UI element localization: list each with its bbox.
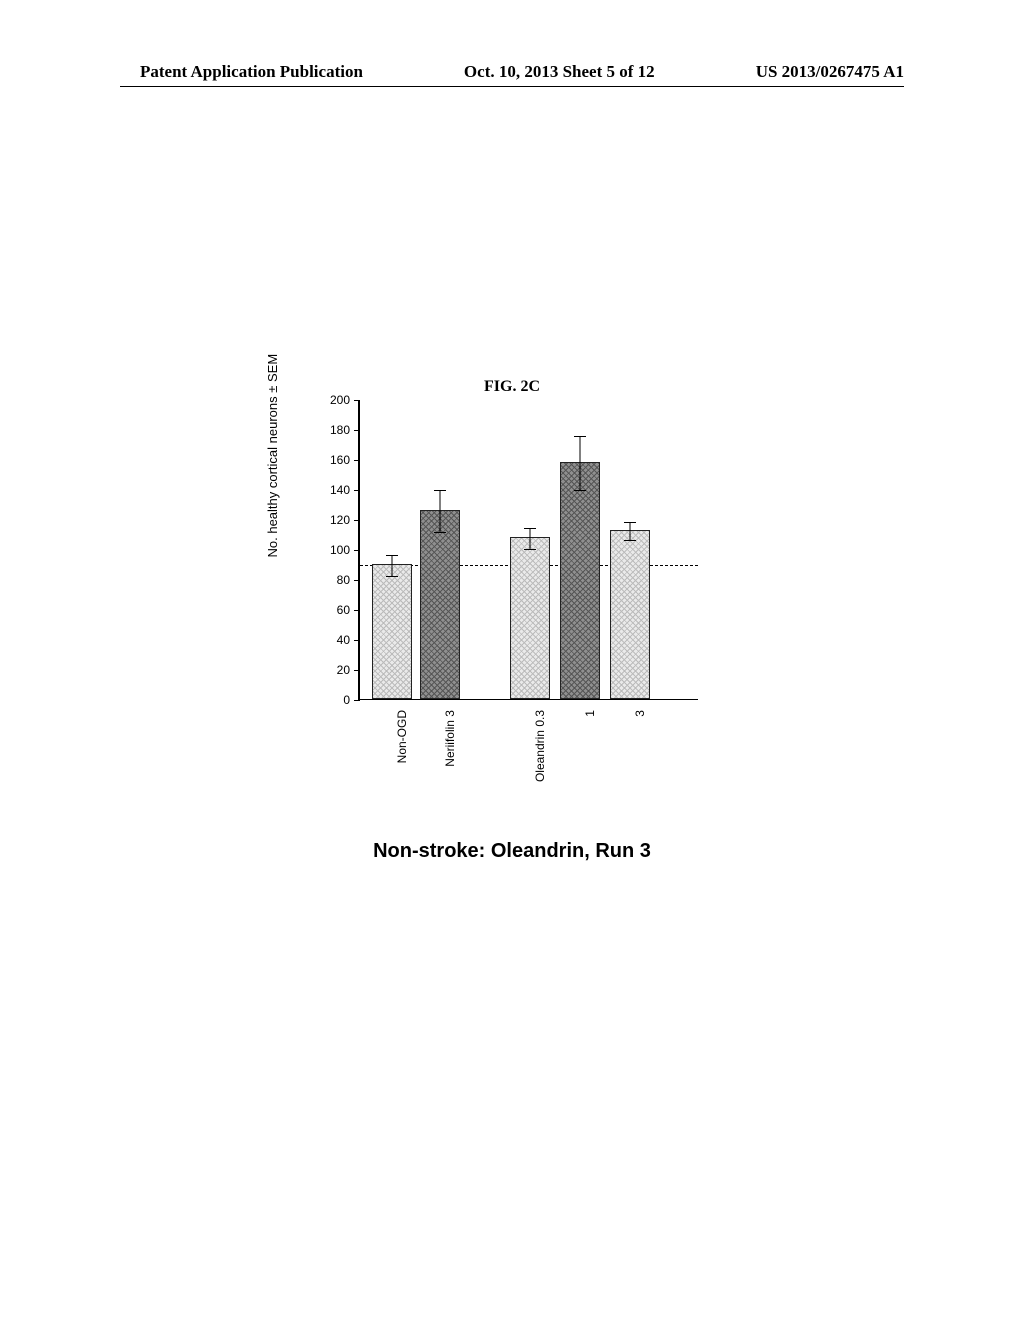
x-tick-label: 1 bbox=[583, 710, 597, 717]
error-cap bbox=[524, 549, 536, 550]
y-tick-label: 40 bbox=[290, 633, 350, 647]
y-axis-label: No. healthy cortical neurons ± SEM bbox=[265, 354, 280, 558]
error-bar bbox=[392, 555, 393, 576]
y-tick-mark bbox=[354, 490, 360, 491]
y-tick-label: 200 bbox=[290, 393, 350, 407]
error-bar bbox=[580, 436, 581, 490]
y-tick-label: 180 bbox=[290, 423, 350, 437]
y-tick-label: 20 bbox=[290, 663, 350, 677]
error-bar bbox=[630, 522, 631, 540]
bar bbox=[420, 510, 460, 699]
error-cap bbox=[386, 576, 398, 577]
page-header: Patent Application Publication Oct. 10, … bbox=[0, 62, 1024, 82]
y-tick-mark bbox=[354, 610, 360, 611]
error-cap bbox=[624, 540, 636, 541]
header-center: Oct. 10, 2013 Sheet 5 of 12 bbox=[464, 62, 655, 82]
y-tick-label: 100 bbox=[290, 543, 350, 557]
y-tick-mark bbox=[354, 580, 360, 581]
y-tick-mark bbox=[354, 400, 360, 401]
y-tick-mark bbox=[354, 550, 360, 551]
error-cap bbox=[434, 490, 446, 491]
y-tick-label: 120 bbox=[290, 513, 350, 527]
bar bbox=[510, 537, 550, 699]
y-tick-label: 80 bbox=[290, 573, 350, 587]
x-tick-label: Non-OGD bbox=[395, 710, 409, 763]
y-tick-mark bbox=[354, 670, 360, 671]
plot-area bbox=[358, 400, 698, 700]
error-cap bbox=[574, 436, 586, 437]
y-tick-mark bbox=[354, 640, 360, 641]
x-tick-label: 3 bbox=[633, 710, 647, 717]
error-cap bbox=[524, 528, 536, 529]
y-tick-mark bbox=[354, 430, 360, 431]
error-cap bbox=[624, 522, 636, 523]
bar bbox=[610, 530, 650, 700]
y-tick-label: 60 bbox=[290, 603, 350, 617]
x-tick-label: Oleandrin 0.3 bbox=[533, 710, 547, 782]
header-left: Patent Application Publication bbox=[140, 62, 363, 82]
y-tick-mark bbox=[354, 700, 360, 701]
figure-label: FIG. 2C bbox=[0, 378, 1024, 396]
error-bar bbox=[530, 528, 531, 549]
x-tick-label: Neriifolin 3 bbox=[443, 710, 457, 767]
header-right: US 2013/0267475 A1 bbox=[756, 62, 904, 82]
error-cap bbox=[574, 490, 586, 491]
y-tick-label: 140 bbox=[290, 483, 350, 497]
figure-caption: Non-stroke: Oleandrin, Run 3 bbox=[0, 840, 1024, 863]
error-bar bbox=[440, 490, 441, 532]
error-cap bbox=[386, 555, 398, 556]
bar bbox=[372, 564, 412, 699]
bar-chart: No. healthy cortical neurons ± SEM 02040… bbox=[290, 400, 730, 860]
header-rule bbox=[120, 86, 904, 87]
y-tick-mark bbox=[354, 520, 360, 521]
bar bbox=[560, 462, 600, 699]
y-tick-label: 0 bbox=[290, 693, 350, 707]
y-tick-mark bbox=[354, 460, 360, 461]
y-tick-label: 160 bbox=[290, 453, 350, 467]
error-cap bbox=[434, 532, 446, 533]
